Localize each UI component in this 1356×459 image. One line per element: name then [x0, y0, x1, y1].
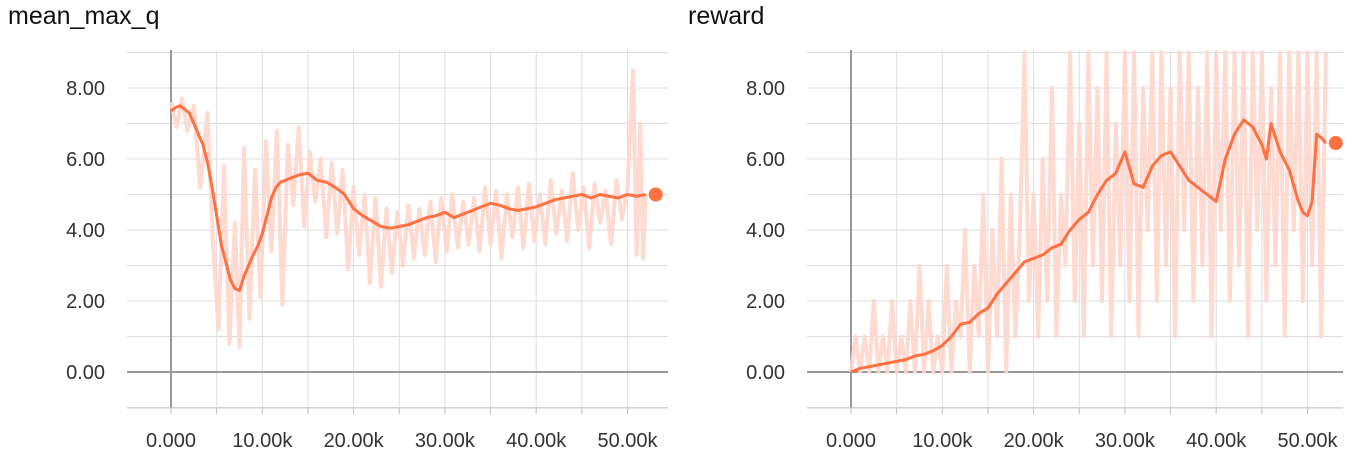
x-tick-label: 40.00k	[506, 430, 567, 452]
chart-reward: 0.000 10.00k 20.00k 30.00k 40.00k 50.00k 0.00 2…	[746, 50, 1343, 452]
series-raw-line	[169, 68, 648, 350]
chart-mean-max-q: 0.000 10.00k 20.00k 30.00k 40.00k 50.00k 0.00 2…	[66, 50, 668, 452]
series-raw-line	[849, 50, 1328, 374]
x-tick-label: 30.00k	[415, 430, 476, 452]
x-tick-label: 20.00k	[1004, 430, 1065, 452]
y-tick-label: 8.00	[746, 78, 785, 100]
x-tick-label: 0.000	[826, 430, 876, 452]
series-end-point	[1328, 136, 1343, 151]
y-tick-label: 0.00	[746, 362, 785, 384]
chart-title: mean_max_q	[8, 2, 160, 30]
y-tick-label: 4.00	[66, 220, 105, 242]
series-smoothed-line	[850, 118, 1327, 374]
x-tick-label: 20.00k	[324, 430, 385, 452]
x-tick-label: 40.00k	[1186, 430, 1247, 452]
x-tick-label: 10.00k	[912, 430, 973, 452]
x-tick-label: 0.000	[146, 430, 196, 452]
y-tick-label: 2.00	[66, 291, 105, 313]
series-end-point	[648, 187, 663, 202]
y-tick-label: 2.00	[746, 291, 785, 313]
x-tick-label: 50.00k	[597, 430, 658, 452]
chart-panel-reward: reward 0.000 10.00k 20.00k 30.00k 40.00k 50.0…	[680, 0, 1356, 459]
x-tick-label: 50.00k	[1277, 430, 1338, 452]
x-tick-label: 30.00k	[1095, 430, 1156, 452]
chart-title: reward	[688, 2, 765, 30]
x-tick-label: 10.00k	[232, 430, 293, 452]
y-tick-label: 6.00	[746, 149, 785, 171]
chart-panel-mean-max-q: mean_max_q 0.000 10.00k 20.00k 30.00k 40.00k…	[8, 2, 668, 452]
series-smoothed-line	[170, 104, 647, 292]
y-tick-label: 4.00	[746, 220, 785, 242]
y-tick-label: 0.00	[66, 362, 105, 384]
y-tick-label: 8.00	[66, 78, 105, 100]
y-tick-label: 6.00	[66, 149, 105, 171]
